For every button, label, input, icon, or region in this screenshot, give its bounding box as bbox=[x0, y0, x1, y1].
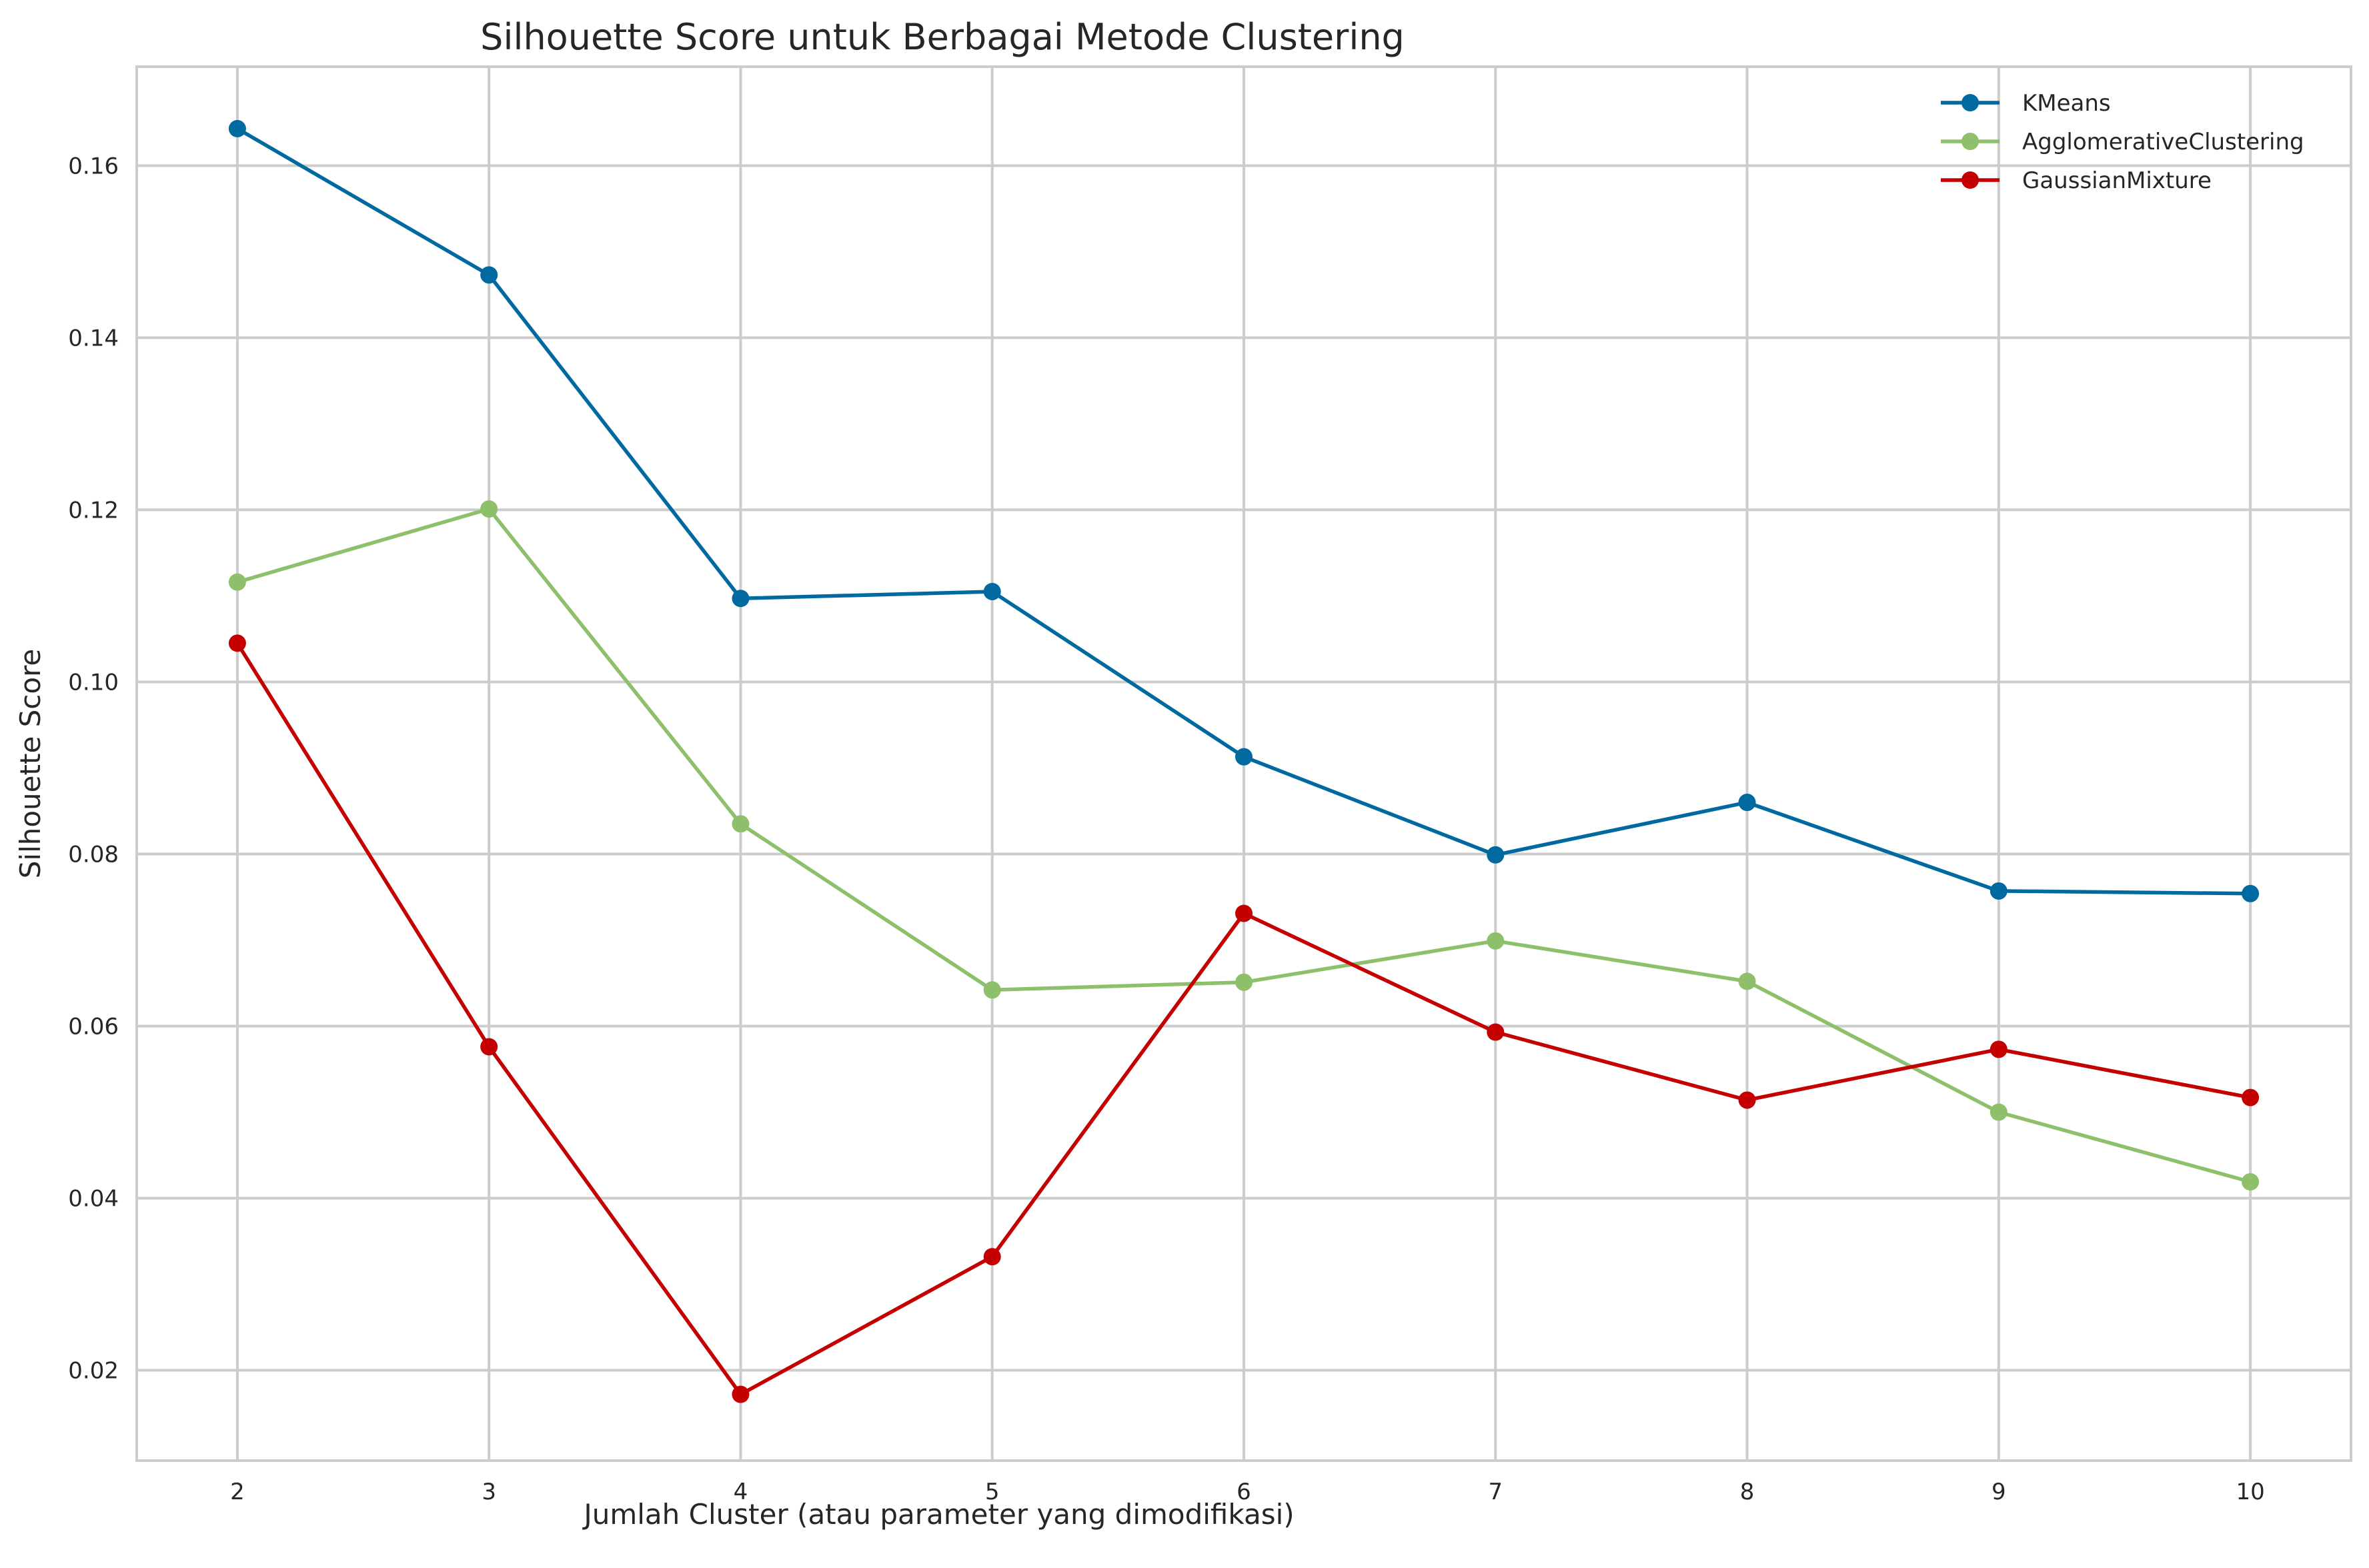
data-point bbox=[732, 590, 750, 608]
legend: KMeans AgglomerativeClustering GaussianMix… bbox=[1941, 90, 2304, 194]
x-tick-label: 8 bbox=[1740, 1479, 1755, 1505]
series-layer bbox=[228, 119, 2260, 1403]
data-point bbox=[1990, 1040, 2008, 1058]
data-point bbox=[228, 119, 246, 137]
data-point bbox=[480, 1038, 498, 1056]
x-tick-label: 10 bbox=[2236, 1479, 2264, 1505]
data-point bbox=[2242, 1173, 2260, 1191]
data-point bbox=[1235, 973, 1253, 991]
data-point bbox=[2242, 884, 2260, 902]
data-point bbox=[1738, 794, 1756, 812]
grid bbox=[137, 67, 2351, 1461]
data-point bbox=[1738, 972, 1756, 990]
y-tick-label: 0.14 bbox=[68, 325, 119, 351]
data-point bbox=[983, 582, 1001, 600]
x-tick-label: 4 bbox=[734, 1479, 748, 1505]
data-point bbox=[1487, 932, 1505, 950]
data-point bbox=[1235, 904, 1253, 922]
legend-label: GaussianMixture bbox=[2022, 167, 2212, 194]
x-tick-label: 5 bbox=[985, 1479, 1000, 1505]
x-tick-label: 6 bbox=[1237, 1479, 1251, 1505]
y-tick-label: 0.16 bbox=[68, 153, 119, 179]
legend-label: AgglomerativeClustering bbox=[2022, 129, 2304, 155]
y-axis-label: Silhouette Score bbox=[14, 649, 47, 879]
y-tick-label: 0.10 bbox=[68, 669, 119, 696]
y-tick-label: 0.04 bbox=[68, 1186, 119, 1213]
x-axis-label: Jumlah Cluster (atau parameter yang dimo… bbox=[582, 1498, 1294, 1531]
legend-marker bbox=[1961, 133, 1979, 150]
data-point bbox=[1738, 1091, 1756, 1109]
legend-marker bbox=[1961, 171, 1979, 189]
y-tick-label: 0.08 bbox=[68, 841, 119, 868]
y-tick-label: 0.02 bbox=[68, 1358, 119, 1385]
data-point bbox=[1990, 882, 2008, 900]
data-point bbox=[480, 266, 498, 284]
x-tick-label: 3 bbox=[482, 1479, 496, 1505]
axes: 2 3 4 5 6 7 8 9 10 0.02 0.04 0.06 0.08 0.10 0.12 0.14 0.… bbox=[68, 153, 2264, 1505]
data-point bbox=[983, 981, 1001, 999]
x-tick-label: 7 bbox=[1488, 1479, 1503, 1505]
data-point bbox=[228, 573, 246, 591]
y-tick-label: 0.12 bbox=[68, 497, 119, 524]
data-point bbox=[228, 634, 246, 652]
data-point bbox=[983, 1248, 1001, 1266]
data-point bbox=[732, 815, 750, 833]
x-tick-label: 9 bbox=[1992, 1479, 2006, 1505]
legend-label: KMeans bbox=[2022, 90, 2111, 117]
data-point bbox=[480, 500, 498, 518]
data-point bbox=[1487, 1023, 1505, 1041]
data-point bbox=[1487, 846, 1505, 864]
legend-marker bbox=[1961, 94, 1979, 111]
data-point bbox=[1235, 748, 1253, 766]
data-point bbox=[732, 1385, 750, 1403]
data-point bbox=[1990, 1103, 2008, 1121]
data-point bbox=[2242, 1088, 2260, 1106]
chart-title: Silhouette Score untuk Berbagai Metode C… bbox=[480, 16, 1405, 58]
x-tick-label: 2 bbox=[230, 1479, 245, 1505]
y-tick-label: 0.06 bbox=[68, 1013, 119, 1040]
plot-frame bbox=[135, 65, 2352, 1462]
